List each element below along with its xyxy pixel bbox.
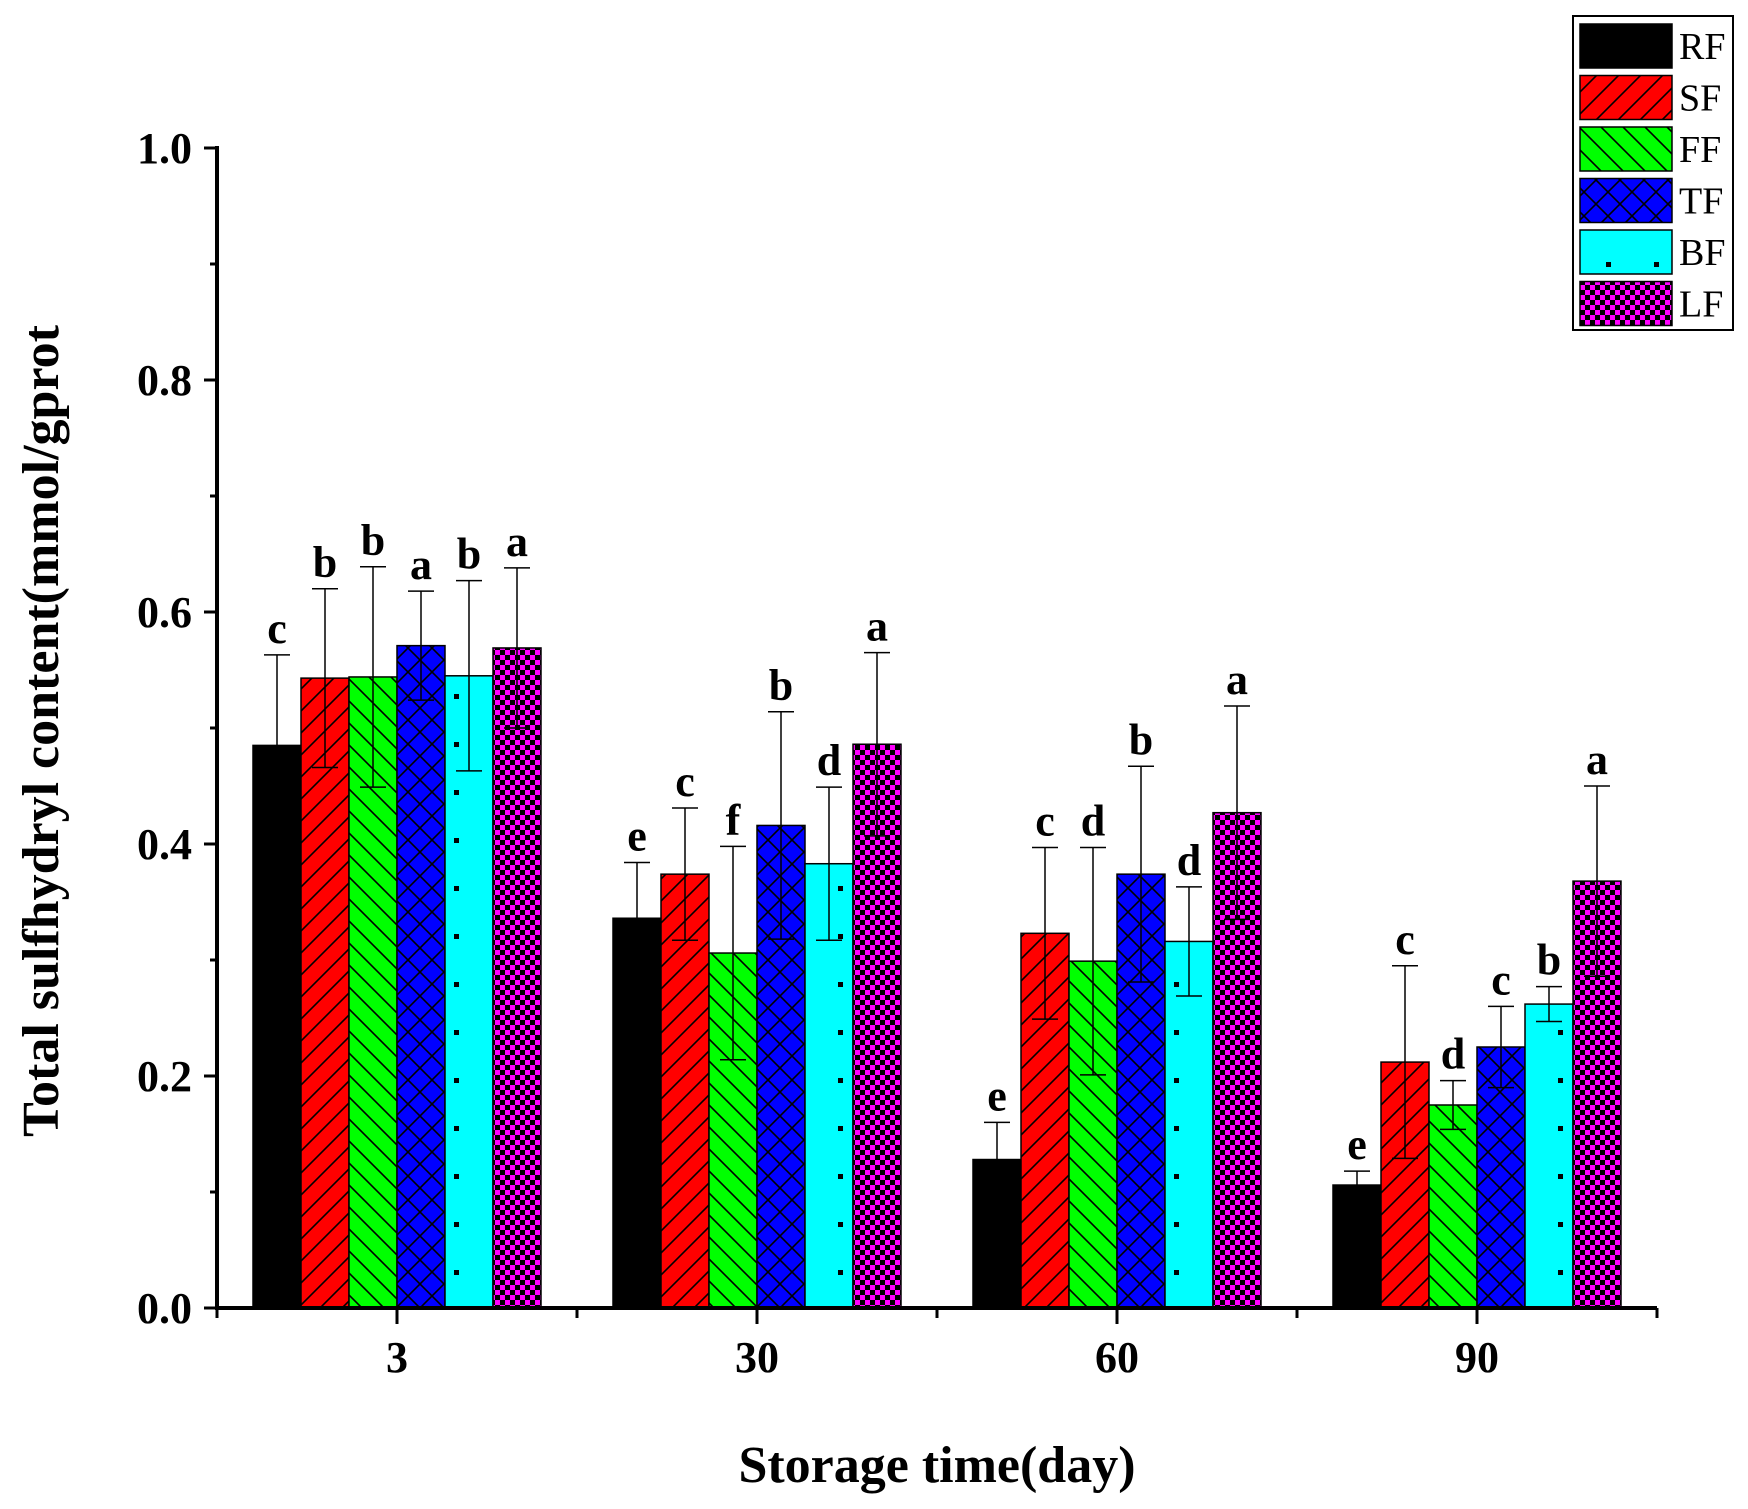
significance-letter: a [1586,735,1608,784]
legend-label: RF [1679,26,1725,68]
legend-swatch-ff [1579,126,1673,172]
y-tick-label: 0.0 [137,1284,192,1333]
significance-letter: c [267,604,287,653]
bar-sf [300,677,350,1309]
y-tick-label: 0.2 [137,1052,192,1101]
legend-swatch-bf [1579,229,1673,275]
legend-swatch-sf [1579,74,1673,121]
x-tick-label: 30 [735,1333,779,1382]
significance-letter: c [1035,796,1055,845]
x-tick-label: 90 [1455,1333,1499,1382]
legend-swatch-tf [1579,177,1673,224]
significance-letter: d [1441,1030,1465,1079]
bar-rf [1332,1184,1382,1309]
significance-letter: b [361,516,385,565]
legend-label: SF [1679,78,1721,120]
legend-swatch-lf [1579,280,1673,327]
significance-letter: d [817,736,841,785]
y-tick-label: 0.6 [137,588,192,637]
significance-letter: e [627,812,647,861]
significance-letter: d [1081,796,1105,845]
x-tick-label: 3 [386,1333,408,1382]
y-tick-label: 1.0 [137,124,192,173]
axes: 0.0 0.2 0.4 0.6 0.8 1.0 3 30 60 90 [137,124,1659,1382]
bar-tf [396,644,446,1309]
significance-letter: f [726,795,742,844]
legend: RF SF FF TF BF LF [1572,15,1734,331]
legend-label: LF [1679,284,1723,326]
significance-letter: b [313,538,337,587]
significance-letter: c [675,757,695,806]
x-axis-label: Storage time(day) [738,1437,1135,1494]
legend-label: BF [1679,232,1725,274]
significance-letter: b [1537,936,1561,985]
significance-letter: a [410,540,432,589]
legend-label: TF [1679,181,1723,223]
bar-lf [492,647,542,1309]
bar-rf [252,744,302,1309]
significance-letter: b [1129,715,1153,764]
bar-rf [612,917,662,1309]
significance-letter: c [1395,915,1415,964]
x-tick-label: 60 [1095,1333,1139,1382]
significance-letter: a [866,602,888,651]
legend-label: FF [1679,129,1721,171]
significance-letter: a [1226,655,1248,704]
bar-ff [1428,1104,1478,1309]
significance-letter: e [1347,1120,1367,1169]
significance-letter: a [506,517,528,566]
bar-bf [1164,940,1214,1309]
significance-letter: e [987,1071,1007,1120]
significance-letter: b [457,530,481,579]
significance-letter: c [1491,955,1511,1004]
bar-bf [1524,1003,1574,1309]
significance-letter: b [769,661,793,710]
y-tick-label: 0.8 [137,356,192,405]
legend-swatch-rf [1579,23,1673,69]
bar-lf [852,743,902,1309]
y-tick-label: 0.4 [137,820,192,869]
y-axis-label: Total sulfhydryl content(mmol/gprot [13,324,70,1136]
significance-letter: d [1177,836,1201,885]
